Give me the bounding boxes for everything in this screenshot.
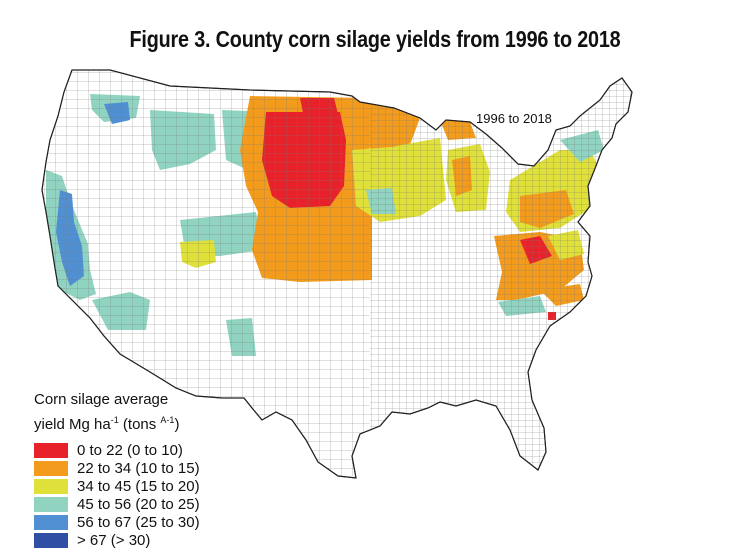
legend-label: 22 to 34 (10 to 15) — [77, 459, 200, 477]
legend-item: 56 to 67 (25 to 30) — [34, 513, 294, 531]
legend-swatch — [34, 514, 68, 530]
legend-label: 45 to 56 (20 to 25) — [77, 495, 200, 513]
legend-swatch — [34, 460, 68, 476]
legend-item: 45 to 56 (20 to 25) — [34, 495, 294, 513]
legend-item: 34 to 45 (15 to 20) — [34, 477, 294, 495]
legend-unit-suffix: ) — [174, 416, 180, 433]
legend-swatch — [34, 532, 68, 548]
legend-item: > 67 (> 30) — [34, 531, 294, 549]
legend-swatch — [34, 478, 68, 494]
legend-label: 0 to 22 (0 to 10) — [77, 441, 183, 459]
legend-unit-sup2: A-1 — [160, 415, 175, 425]
legend-unit-prefix: yield Mg ha — [34, 416, 111, 433]
legend-label: 34 to 45 (15 to 20) — [77, 477, 200, 495]
legend-label: 56 to 67 (25 to 30) — [77, 513, 200, 531]
legend-unit-mid: (tons — [118, 416, 161, 433]
legend-title: Corn silage average yield Mg ha-1 (tons … — [34, 390, 294, 435]
legend-title-line1: Corn silage average — [34, 391, 169, 408]
map-period-label: 1996 to 2018 — [476, 111, 552, 126]
figure-title: Figure 3. County corn silage yields from… — [129, 26, 621, 52]
legend-title-line2: yield Mg ha-1 (tons A-1) — [34, 410, 294, 435]
legend-swatch — [34, 496, 68, 512]
legend-list: 0 to 22 (0 to 10) 22 to 34 (10 to 15) 34 t… — [34, 441, 294, 549]
legend-unit-sup1: -1 — [110, 415, 119, 425]
legend-label: > 67 (> 30) — [77, 531, 151, 549]
legend: Corn silage average yield Mg ha-1 (tons … — [34, 390, 294, 549]
legend-item: 0 to 22 (0 to 10) — [34, 441, 294, 459]
legend-item: 22 to 34 (10 to 15) — [34, 459, 294, 477]
legend-swatch — [34, 442, 68, 458]
